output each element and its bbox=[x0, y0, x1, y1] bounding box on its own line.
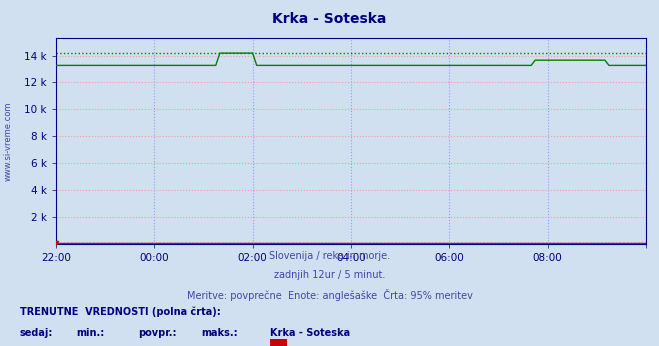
Text: sedaj:: sedaj: bbox=[20, 328, 53, 338]
Text: povpr.:: povpr.: bbox=[138, 328, 177, 338]
Text: zadnjih 12ur / 5 minut.: zadnjih 12ur / 5 minut. bbox=[273, 270, 386, 280]
Text: Krka - Soteska: Krka - Soteska bbox=[270, 328, 351, 338]
Text: www.si-vreme.com: www.si-vreme.com bbox=[4, 101, 13, 181]
Text: maks.:: maks.: bbox=[201, 328, 238, 338]
Text: Slovenija / reke in morje.: Slovenija / reke in morje. bbox=[269, 251, 390, 261]
Text: Krka - Soteska: Krka - Soteska bbox=[272, 12, 387, 26]
Text: min.:: min.: bbox=[76, 328, 104, 338]
Text: Meritve: povprečne  Enote: anglešaške  Črta: 95% meritev: Meritve: povprečne Enote: anglešaške Črt… bbox=[186, 289, 473, 301]
Text: TRENUTNE  VREDNOSTI (polna črta):: TRENUTNE VREDNOSTI (polna črta): bbox=[20, 306, 221, 317]
